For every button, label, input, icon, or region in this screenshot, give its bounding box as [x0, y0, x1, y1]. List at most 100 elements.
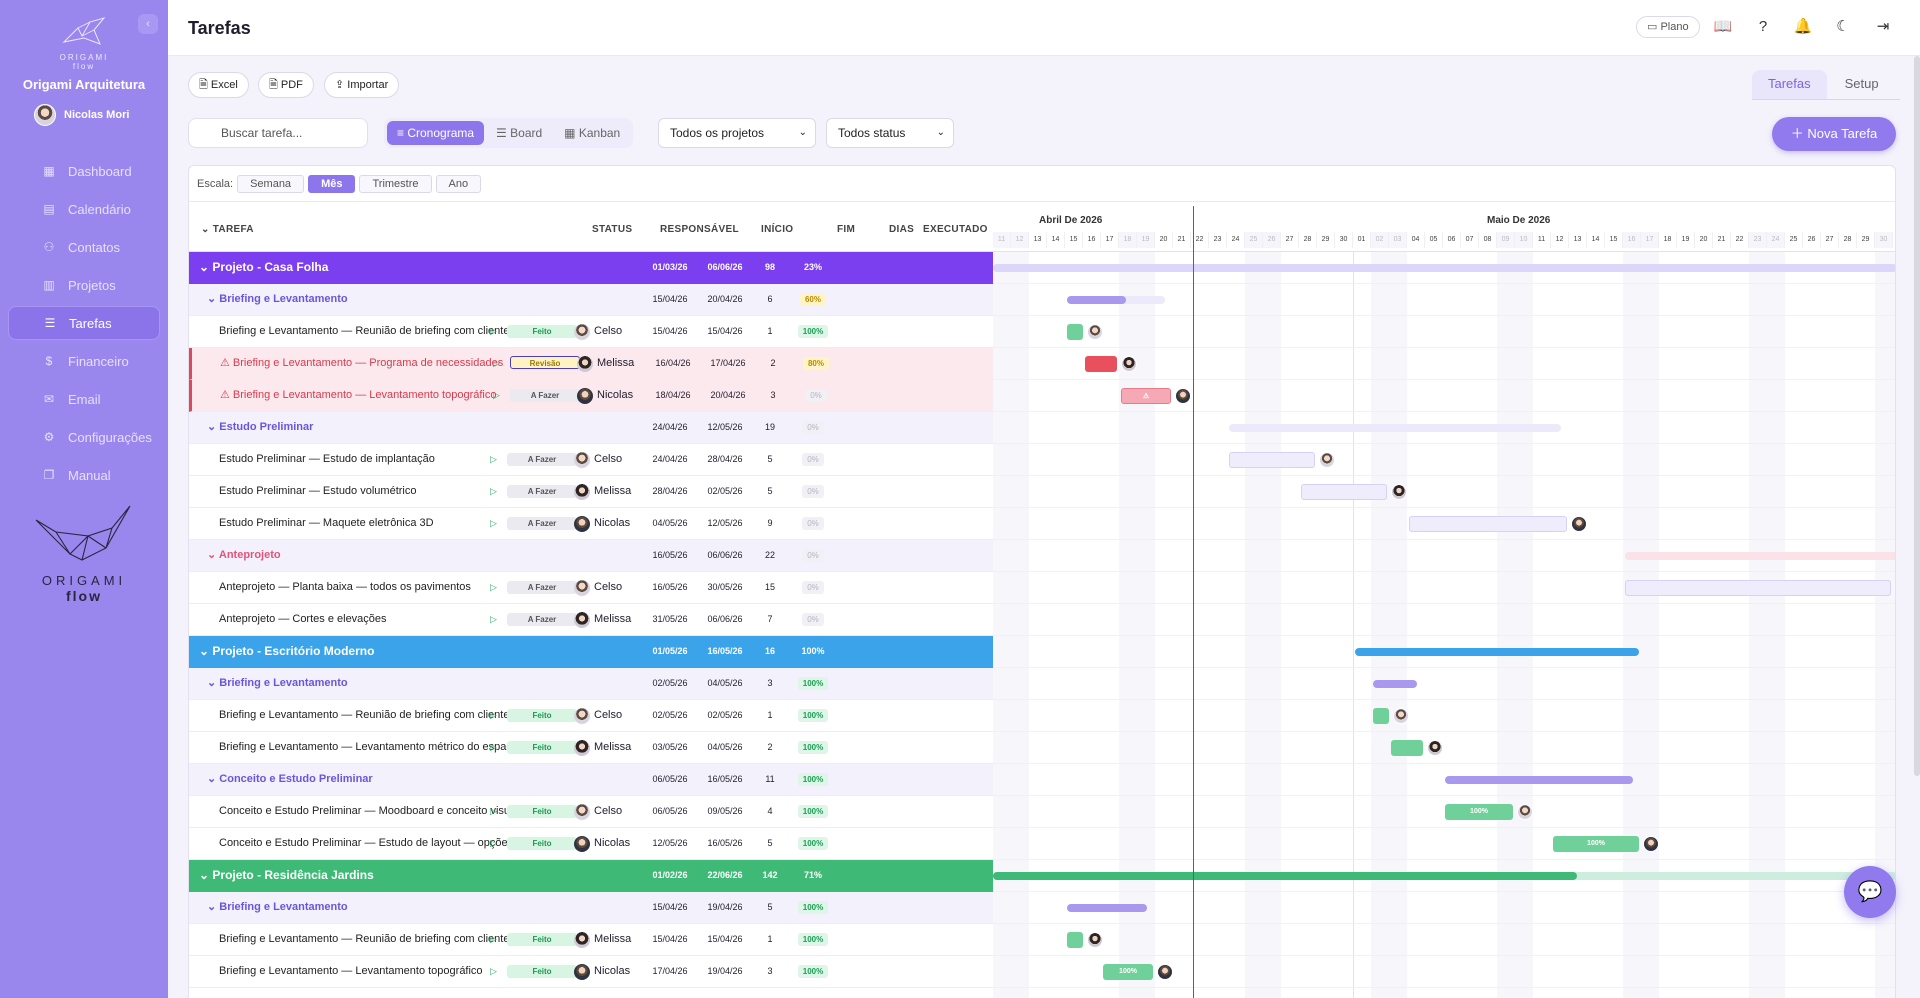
new-task-button[interactable]: ＋ Nova Tarefa [1772, 117, 1896, 151]
book-icon[interactable]: 📖 [1713, 18, 1733, 35]
scale-trimestre[interactable]: Trimestre [359, 174, 432, 193]
owner-cell[interactable]: Celso [574, 444, 622, 475]
project-filter-select[interactable]: Todos os projetos ⌄ [658, 118, 816, 148]
play-icon[interactable]: ▷ [490, 966, 497, 976]
project-bar[interactable] [1355, 648, 1639, 656]
phase-bar[interactable] [1445, 776, 1633, 784]
owner-cell[interactable]: Nicolas [577, 380, 633, 411]
sidebar-item-configuracoes[interactable]: ⚙ Configurações [8, 420, 160, 454]
phase-bar[interactable] [1625, 552, 1895, 560]
status-cell[interactable]: Feito [507, 956, 577, 987]
project-row[interactable]: ⌄ Projeto - Residência Jardins 01/02/26 22… [189, 860, 993, 892]
task-bar[interactable]: ⚠ [1121, 388, 1171, 404]
task-bar[interactable]: 100% [1553, 836, 1639, 852]
phase-row[interactable]: ⌄ Conceito e Estudo Preliminar 06/05/26 16… [189, 764, 993, 796]
sidebar-item-financeiro[interactable]: $ Financeiro [8, 344, 160, 378]
play-icon[interactable]: ▷ [490, 518, 497, 528]
view-board[interactable]: ☰ Board [496, 126, 543, 140]
owner-cell[interactable]: Melissa [577, 348, 634, 379]
owner-cell[interactable]: Melissa [574, 732, 631, 763]
table-row[interactable]: Anteprojeto — Cortes e elevações ▷ A Fazer… [189, 604, 993, 636]
logout-icon[interactable]: ⇥ [1876, 18, 1890, 35]
play-icon[interactable]: ▷ [493, 358, 500, 368]
table-row[interactable]: Estudo Preliminar — Estudo de implantaçã… [189, 444, 993, 476]
phase-row[interactable]: ⌄ Briefing e Levantamento 15/04/26 20/04/2… [189, 284, 993, 316]
chat-bubble-icon[interactable]: 💬 [1844, 866, 1896, 918]
sidebar-item-dashboard[interactable]: ▦ Dashboard [8, 154, 160, 188]
bell-icon[interactable]: 🔔 [1793, 18, 1813, 35]
status-cell[interactable]: A Fazer [510, 380, 580, 411]
play-icon[interactable]: ▷ [490, 838, 497, 848]
export-excel-button[interactable]: 🗎 Excel [188, 72, 249, 98]
phase-row[interactable]: ⌄ Estudo Preliminar 24/04/26 12/05/26 19 0% [189, 412, 993, 444]
owner-cell[interactable]: Melissa [574, 476, 631, 507]
status-filter-select[interactable]: Todos status ⌄ [826, 118, 954, 148]
phase-row[interactable]: ⌄ Anteprojeto 16/05/26 06/06/26 22 0% [189, 540, 993, 572]
scale-ano[interactable]: Ano [435, 174, 482, 193]
scrollbar[interactable] [1914, 56, 1920, 776]
tab-setup[interactable]: Setup [1844, 76, 1879, 91]
plano-button[interactable]: ▭ Plano [1636, 16, 1700, 38]
owner-cell[interactable]: Celso [574, 700, 622, 731]
status-cell[interactable]: Feito [507, 924, 577, 955]
owner-cell[interactable]: Nicolas [574, 508, 630, 539]
table-row[interactable]: Briefing e Levantamento — Reunião de bri… [189, 316, 993, 348]
project-row[interactable]: ⌄ Projeto - Escritório Moderno 01/05/26 16… [189, 636, 993, 668]
table-row[interactable]: Briefing e Levantamento — Levantamento m… [189, 732, 993, 764]
owner-cell[interactable]: Melissa [574, 604, 631, 635]
project-row[interactable]: ⌄ Projeto - Casa Folha 01/03/26 06/06/26 98… [189, 252, 993, 284]
task-bar[interactable] [1301, 484, 1387, 500]
play-icon[interactable]: ▷ [490, 582, 497, 592]
owner-cell[interactable]: Nicolas [574, 956, 630, 987]
table-row[interactable]: Conceito e Estudo Preliminar — Moodboard… [189, 796, 993, 828]
table-row[interactable]: Estudo Preliminar — Maquete eletrônica 3… [189, 508, 993, 540]
sidebar-item-manual[interactable]: ❐ Manual [8, 458, 160, 492]
play-icon[interactable]: ▷ [490, 614, 497, 624]
search-input[interactable]: Buscar tarefa... [188, 118, 368, 148]
sidebar-item-contatos[interactable]: ⚇ Contatos [8, 230, 160, 264]
owner-cell[interactable]: Celso [574, 796, 622, 827]
status-cell[interactable]: A Fazer [507, 444, 577, 475]
sidebar-item-projetos[interactable]: ▥ Projetos [8, 268, 160, 302]
chevron-down-icon[interactable]: ⌄ [207, 677, 220, 689]
owner-cell[interactable]: Nicolas [574, 828, 630, 859]
view-kanban[interactable]: ▦ Kanban [564, 126, 621, 140]
task-bar[interactable]: 100% [1103, 964, 1153, 980]
play-icon[interactable]: ▷ [490, 934, 497, 944]
import-button[interactable]: ⇪ Importar [324, 72, 400, 98]
table-row[interactable]: Estudo Preliminar — Estudo volumétrico ▷ A… [189, 476, 993, 508]
task-bar[interactable] [1895, 612, 1896, 628]
col-task[interactable]: ⌄ TAREFA [201, 224, 254, 235]
play-icon[interactable]: ▷ [490, 742, 497, 752]
scale-semana[interactable]: Semana [237, 174, 305, 193]
chevron-down-icon[interactable]: ⌄ [207, 293, 220, 305]
play-icon[interactable]: ▷ [493, 390, 500, 400]
chevron-down-icon[interactable]: ⌄ [207, 773, 220, 785]
table-row[interactable]: Briefing e Levantamento — Reunião de bri… [189, 700, 993, 732]
chevron-down-icon[interactable]: ⌄ [207, 901, 220, 913]
help-icon[interactable]: ? [1758, 18, 1768, 35]
status-cell[interactable]: Feito [507, 828, 577, 859]
status-cell[interactable]: A Fazer [507, 476, 577, 507]
status-cell[interactable]: Feito [507, 316, 577, 347]
collapse-sidebar-button[interactable]: ‹ [138, 14, 158, 34]
status-cell[interactable]: Feito [507, 732, 577, 763]
play-icon[interactable]: ▷ [490, 486, 497, 496]
phase-bar[interactable] [1067, 904, 1147, 912]
table-row[interactable]: ⚠ Briefing e Levantamento — Levantamento… [189, 380, 993, 412]
view-cronograma[interactable]: ≡ Cronograma [387, 121, 485, 145]
task-bar[interactable] [1067, 324, 1083, 340]
task-bar[interactable] [1391, 740, 1423, 756]
status-cell[interactable]: A Fazer [507, 572, 577, 603]
play-icon[interactable]: ▷ [490, 326, 497, 336]
sidebar-item-calendario[interactable]: ▤ Calendário [8, 192, 160, 226]
task-bar[interactable] [1373, 708, 1389, 724]
moon-icon[interactable]: ☾ [1836, 18, 1850, 35]
task-bar[interactable] [1625, 580, 1891, 596]
chevron-down-icon[interactable]: ⌄ [207, 549, 219, 561]
status-cell[interactable]: A Fazer [507, 508, 577, 539]
phase-row[interactable]: ⌄ Briefing e Levantamento 15/04/26 19/04/2… [189, 892, 993, 924]
table-row[interactable]: Briefing e Levantamento — Reunião de bri… [189, 924, 993, 956]
status-cell[interactable]: Feito [507, 796, 577, 827]
task-bar[interactable] [1085, 356, 1117, 372]
